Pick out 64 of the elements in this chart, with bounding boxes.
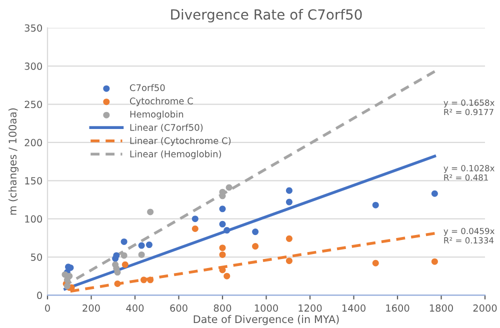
point: [219, 244, 226, 252]
point: [372, 202, 379, 208]
x-tick-label: 600: [170, 304, 188, 312]
point: [286, 187, 292, 194]
point: [224, 227, 230, 234]
legend-label: Linear (C7orf50): [130, 124, 203, 132]
point: [286, 198, 292, 206]
legend-label: C7orf50: [130, 84, 165, 92]
x-axis-title: Date of Divergence (in MYA): [194, 315, 339, 326]
y-tick-label: 150: [25, 177, 42, 184]
point: [286, 235, 292, 242]
point: [431, 258, 438, 265]
point: [252, 243, 259, 250]
point: [146, 242, 152, 248]
x-tick-label: 1000: [254, 304, 278, 312]
point: [120, 252, 128, 259]
point: [226, 184, 232, 191]
point: [113, 252, 120, 259]
legend-label: Hemoglobin: [130, 110, 184, 120]
annotation: y = 0.1028x R² = 0.481: [444, 165, 494, 181]
x-tick-label: 800: [214, 304, 232, 312]
point: [219, 220, 226, 228]
x-tick-label: 1400: [342, 304, 366, 312]
point: [138, 242, 145, 249]
y-tick-label: 200: [24, 138, 42, 146]
y-tick-label: 300: [24, 62, 42, 70]
legend-label: Linear (Hemoglobin): [130, 150, 222, 160]
point: [192, 225, 198, 232]
point: [224, 272, 230, 280]
point: [147, 276, 154, 284]
point: [286, 258, 292, 264]
point: [114, 280, 121, 287]
x-tick-label: 1600: [386, 304, 410, 312]
x-tick-label: 2000: [473, 304, 497, 312]
point: [147, 208, 154, 216]
point: [114, 269, 121, 276]
y-tick-label: 350: [24, 24, 42, 32]
point: [431, 190, 438, 197]
point: [252, 228, 259, 236]
y-tick-label: 0: [37, 292, 42, 300]
x-tick-label: 0: [45, 304, 50, 312]
point: [138, 251, 145, 258]
legend-label: Cytochrome C: [130, 97, 193, 106]
annotation: y = 0.0459x R² = 0.1334: [444, 228, 494, 244]
y-tick-label: 50: [31, 253, 42, 261]
chart-title: Divergence Rate of C7orf50: [171, 8, 362, 22]
point: [219, 206, 226, 212]
point: [372, 260, 379, 266]
point: [192, 216, 198, 222]
x-tick-label: 1800: [430, 304, 453, 312]
point: [219, 251, 226, 258]
point: [120, 238, 128, 245]
y-tick-label: 250: [24, 100, 42, 108]
point: [66, 272, 73, 280]
x-tick-label: 400: [126, 304, 144, 312]
point: [64, 282, 70, 290]
annotation: y = 0.1658x R² = 0.9177: [444, 100, 494, 116]
point: [140, 276, 148, 284]
x-tick-label: 1200: [298, 304, 322, 312]
legend-label: Linear (Cytochrome C): [130, 137, 231, 146]
y-tick-label: 100: [25, 215, 42, 223]
y-axis-title: m (changes / 100aa): [8, 108, 19, 215]
x-tick-label: 200: [82, 304, 100, 312]
point: [122, 261, 128, 268]
